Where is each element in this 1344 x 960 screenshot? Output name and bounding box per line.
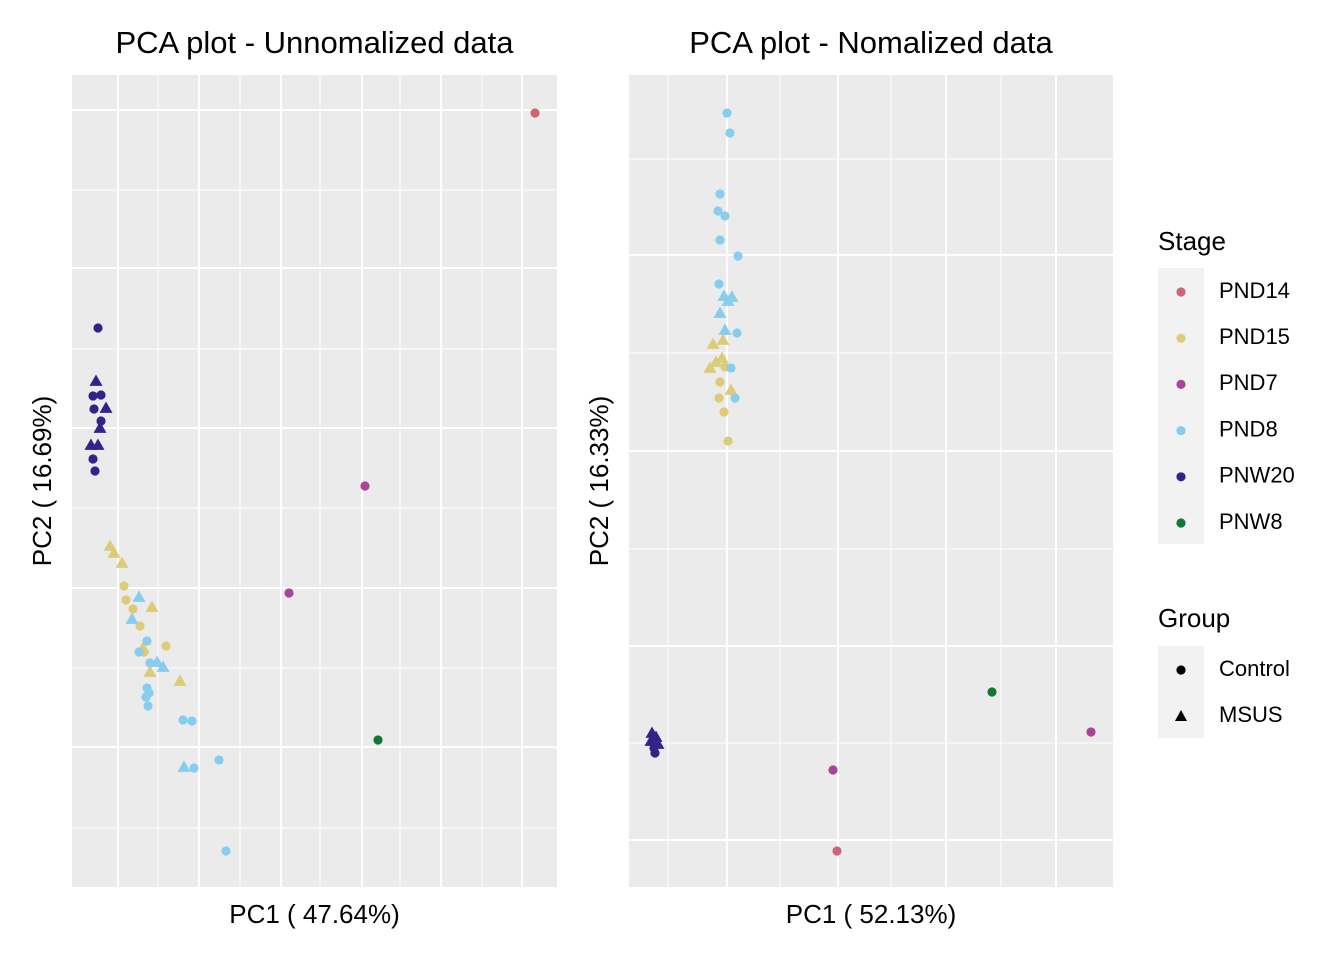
panel-background: [629, 75, 1113, 887]
point: [716, 333, 730, 345]
legend-title: Stage: [1158, 226, 1226, 256]
point: [726, 363, 736, 373]
point: [143, 701, 153, 711]
legend-marker: [1176, 518, 1186, 528]
point: [714, 393, 724, 403]
legend-marker: [1176, 472, 1186, 482]
point: [119, 581, 129, 591]
point: [125, 612, 139, 624]
point: [187, 716, 197, 726]
point: [713, 306, 727, 318]
legend-label: PND14: [1219, 278, 1290, 303]
point: [221, 846, 231, 856]
point: [715, 377, 725, 387]
point: [134, 647, 144, 657]
point: [96, 416, 106, 426]
y-axis-label: PC2 ( 16.69%): [27, 396, 57, 567]
point: [709, 355, 723, 367]
point: [644, 734, 658, 746]
chart-title: PCA plot - Unnomalized data: [115, 25, 514, 60]
chart-title: PCA plot - Nomalized data: [689, 25, 1053, 60]
point: [715, 351, 729, 363]
point: [128, 604, 138, 614]
point: [143, 665, 157, 677]
point: [530, 108, 540, 118]
point: [718, 323, 732, 335]
point: [177, 760, 191, 772]
legend-marker: [1175, 710, 1187, 721]
point: [178, 715, 188, 725]
legend-label: PNW20: [1219, 463, 1295, 488]
point: [722, 108, 732, 118]
point: [706, 337, 720, 349]
point: [91, 438, 105, 450]
y-axis-label: PC2 ( 16.33%): [584, 396, 614, 567]
point: [173, 674, 187, 686]
point: [141, 692, 151, 702]
point: [132, 590, 146, 602]
point: [1086, 727, 1096, 737]
point: [93, 421, 107, 433]
panel-background: [72, 75, 557, 887]
point: [733, 251, 743, 261]
point: [89, 374, 103, 386]
point: [732, 328, 742, 338]
point: [719, 407, 729, 417]
x-axis-label: PC1 ( 52.13%): [786, 899, 957, 929]
legend-marker: [1176, 426, 1186, 436]
point: [724, 383, 738, 395]
point: [987, 687, 997, 697]
point: [721, 294, 735, 306]
x-axis-label: PC1 ( 47.64%): [229, 899, 400, 929]
point: [90, 466, 100, 476]
legend-marker: [1176, 333, 1186, 343]
point: [714, 279, 724, 289]
legend-marker: [1176, 379, 1186, 389]
legend-label: Control: [1219, 656, 1290, 681]
point: [121, 595, 131, 605]
legend-label: PNW8: [1219, 509, 1283, 534]
point: [107, 546, 121, 558]
point: [832, 846, 842, 856]
point: [650, 748, 660, 758]
legend-label: PND7: [1219, 370, 1278, 395]
point: [150, 655, 164, 667]
legend-key-background: [1158, 646, 1204, 738]
point: [284, 588, 294, 598]
legend-label: MSUS: [1219, 702, 1283, 727]
point: [88, 454, 98, 464]
point: [720, 211, 730, 221]
legend-marker: [1176, 665, 1186, 675]
point: [142, 636, 152, 646]
legend-label: PND15: [1219, 324, 1290, 349]
point: [89, 404, 99, 414]
legend-key-background: [1158, 268, 1204, 544]
legend-title: Group: [1158, 603, 1230, 633]
point: [189, 763, 199, 773]
point: [723, 436, 733, 446]
point: [115, 556, 129, 568]
point: [96, 390, 106, 400]
point: [373, 735, 383, 745]
point: [715, 189, 725, 199]
point: [145, 600, 159, 612]
point: [703, 361, 717, 373]
point: [99, 401, 113, 413]
point: [360, 481, 370, 491]
point: [730, 393, 740, 403]
point: [93, 323, 103, 333]
legend-marker: [1176, 287, 1186, 297]
point: [161, 641, 171, 651]
point: [713, 206, 723, 216]
point: [88, 391, 98, 401]
point: [725, 128, 735, 138]
legend-label: PND8: [1219, 416, 1278, 441]
point: [156, 660, 170, 672]
point: [214, 755, 224, 765]
point: [828, 765, 838, 775]
point: [715, 235, 725, 245]
